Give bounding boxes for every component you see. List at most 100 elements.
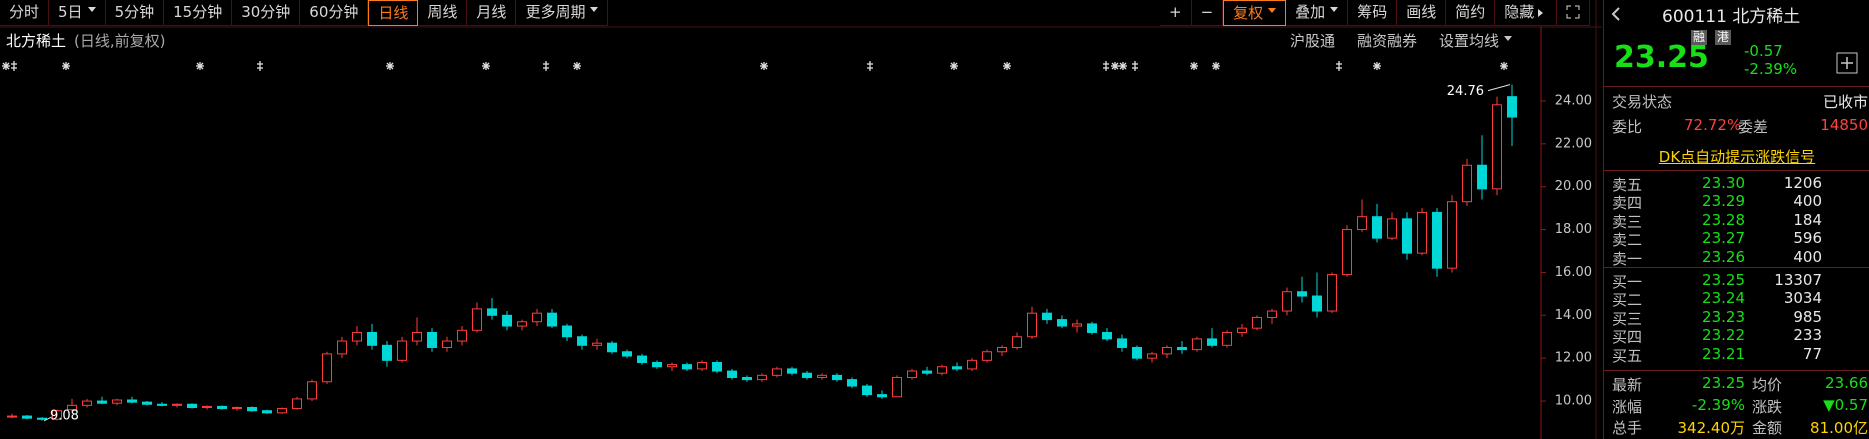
y-tick-label: 22.00 xyxy=(1555,136,1592,151)
candle-body xyxy=(1162,346,1172,355)
book-volume: 233 xyxy=(1793,326,1822,345)
tag: 港 xyxy=(1715,30,1732,45)
candle-body xyxy=(772,368,782,376)
candle-body xyxy=(337,340,347,355)
candle-body xyxy=(1087,323,1097,333)
candle-body xyxy=(472,308,482,331)
candle-body xyxy=(547,312,557,327)
stock-name: 北方稀土 xyxy=(1732,7,1801,27)
candle-body xyxy=(1387,218,1397,239)
book-price: 23.28 xyxy=(1702,210,1745,229)
ratio: 72.72% xyxy=(1684,116,1742,134)
book-price: 23.25 xyxy=(1702,271,1745,289)
annotation-arrow xyxy=(1487,84,1511,92)
tool-button[interactable]: 复权 xyxy=(1223,0,1287,26)
book-volume: 400 xyxy=(1793,247,1822,266)
candle-body xyxy=(442,340,452,348)
tool-button[interactable]: 隐藏 xyxy=(1495,0,1558,26)
tool-button[interactable]: 叠加 xyxy=(1286,0,1349,26)
candle-body xyxy=(112,399,122,404)
candle-body xyxy=(937,366,947,374)
candle-body xyxy=(262,410,272,414)
book-price: 23.24 xyxy=(1702,289,1745,308)
candle-body xyxy=(232,406,242,410)
period-bar: 分时 5日 5分钟 15分钟 30分钟 60分钟 日线 周线 月线 更多周期 xyxy=(0,0,609,26)
candle-body xyxy=(1252,316,1262,329)
ratio-label: 委比 xyxy=(1612,118,1643,136)
book-volume: 13307 xyxy=(1774,271,1822,289)
stat-label: 均价 xyxy=(1752,376,1783,394)
period-tab[interactable]: 更多周期 xyxy=(516,0,609,26)
tool-button[interactable]: + xyxy=(1160,0,1192,26)
y-tick-label: 18.00 xyxy=(1555,222,1592,237)
candle-body xyxy=(187,403,197,408)
period-tab[interactable]: 60分钟 xyxy=(300,0,369,26)
candle-body xyxy=(1342,229,1352,276)
candle-body xyxy=(487,308,497,316)
status: 已收市 xyxy=(1822,93,1868,111)
book-volume: 400 xyxy=(1793,192,1822,211)
chart: 10.00 12.00 14.00 16.00 18.00 20.00 22.00 24.00… xyxy=(0,0,1602,439)
candle-body xyxy=(1072,323,1082,327)
candle-body xyxy=(952,366,962,370)
book-label: 卖一 xyxy=(1612,249,1643,268)
y-tick-label: 10.00 xyxy=(1555,394,1592,409)
candle-body xyxy=(712,361,722,372)
candle-body xyxy=(1357,216,1367,231)
candle-body xyxy=(652,361,662,368)
diff-label: 委差 xyxy=(1738,118,1769,136)
stat-value: ▼0.57 xyxy=(1823,395,1868,414)
link[interactable]: 设置均线 xyxy=(1439,30,1512,51)
period-tab[interactable]: 15分钟 xyxy=(164,0,233,26)
candle-body xyxy=(1477,164,1487,190)
candle-body xyxy=(157,403,167,406)
candle-body xyxy=(142,401,152,405)
candle-body xyxy=(1102,331,1112,340)
tool-button[interactable]: 筹码 xyxy=(1348,0,1398,26)
period-tab[interactable]: 30分钟 xyxy=(232,0,301,26)
tool-button[interactable]: 画线 xyxy=(1397,0,1447,26)
candle-body xyxy=(352,331,362,342)
book-volume: 985 xyxy=(1793,307,1822,326)
stat-value: 23.66 xyxy=(1825,374,1868,392)
candle-body xyxy=(1192,338,1202,351)
candle-body xyxy=(1327,274,1337,312)
book-label: 卖二 xyxy=(1612,231,1643,250)
stat-value: 342.40万 xyxy=(1677,419,1746,437)
candle-body xyxy=(1447,201,1457,269)
candle-body xyxy=(727,370,737,378)
candle-body xyxy=(667,364,677,368)
candle-body xyxy=(532,312,542,323)
period-tab[interactable]: 5日 xyxy=(49,0,106,26)
chart-header: 北方稀土 (日线,前复权) xyxy=(6,30,166,51)
annotation-arrow xyxy=(43,416,53,422)
signal-link[interactable]: DK点自动提示涨跌信号 xyxy=(1658,148,1816,166)
book-label: 卖三 xyxy=(1612,212,1643,231)
link[interactable]: 融资融券 xyxy=(1357,32,1418,50)
tool-button[interactable]: 简约 xyxy=(1446,0,1496,26)
tool-bar: + − 复权 叠加 筹码 画线 简约 隐藏 xyxy=(1160,0,1591,26)
period-tab[interactable]: 月线 xyxy=(467,0,517,26)
add-button[interactable] xyxy=(1836,52,1858,74)
link[interactable]: 沪股通 xyxy=(1290,32,1336,50)
candle-body xyxy=(202,405,212,408)
stock-name: 北方稀土 xyxy=(6,32,67,50)
y-tick-label: 16.00 xyxy=(1555,265,1592,280)
candle-body xyxy=(1042,312,1052,321)
candle-body xyxy=(757,374,767,381)
expand-icon[interactable] xyxy=(1557,0,1591,26)
candle-body xyxy=(1267,310,1277,318)
candle-body xyxy=(787,368,797,374)
book-volume: 596 xyxy=(1793,229,1822,248)
period-tab[interactable]: 周线 xyxy=(418,0,468,26)
candle-body xyxy=(1237,327,1247,333)
period-tab[interactable]: 5分钟 xyxy=(105,0,165,26)
candle-body xyxy=(1027,312,1037,338)
period-tab[interactable]: 日线 xyxy=(368,0,419,26)
change: -0.57 xyxy=(1744,42,1783,60)
period-tab[interactable]: 分时 xyxy=(0,0,50,26)
book-price: 23.23 xyxy=(1702,307,1745,326)
stat-value: 23.25 xyxy=(1702,374,1745,392)
tool-button[interactable]: − xyxy=(1191,0,1224,26)
back-icon[interactable] xyxy=(1610,6,1622,22)
